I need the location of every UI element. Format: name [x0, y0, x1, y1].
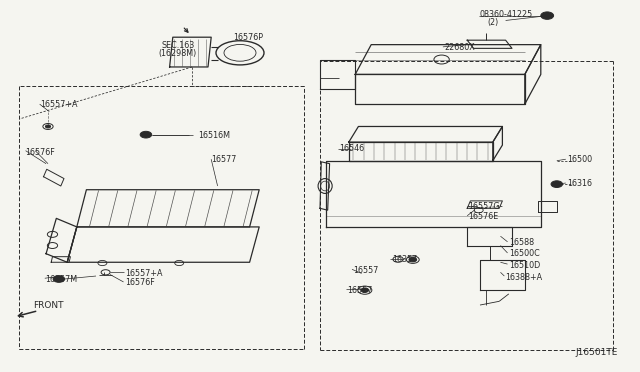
Circle shape — [140, 131, 152, 138]
Text: 16576F: 16576F — [26, 148, 55, 157]
Text: 16576E: 16576E — [468, 212, 499, 221]
Text: 16357M: 16357M — [45, 275, 77, 284]
Text: 16500C: 16500C — [509, 249, 540, 258]
Text: 16357: 16357 — [392, 255, 417, 264]
Text: 16557G: 16557G — [468, 202, 500, 211]
Text: 16576F: 16576F — [125, 278, 154, 287]
Text: 16557: 16557 — [347, 286, 372, 295]
Text: 16588: 16588 — [509, 238, 534, 247]
Text: 16557+A: 16557+A — [40, 100, 77, 109]
Text: 16577: 16577 — [211, 155, 237, 164]
Text: 08360-41225: 08360-41225 — [480, 10, 533, 19]
Circle shape — [53, 276, 65, 282]
Text: 16388+A: 16388+A — [506, 273, 543, 282]
Circle shape — [541, 12, 554, 19]
Text: J16501TE: J16501TE — [575, 348, 618, 357]
Text: 16500: 16500 — [567, 155, 592, 164]
Text: 16316: 16316 — [567, 179, 592, 187]
Text: 16576P: 16576P — [234, 33, 264, 42]
Circle shape — [45, 125, 51, 128]
Text: SEC.163: SEC.163 — [161, 41, 195, 50]
Circle shape — [551, 181, 563, 187]
Text: 16557: 16557 — [353, 266, 379, 275]
Text: 16510D: 16510D — [509, 261, 541, 270]
Circle shape — [409, 257, 417, 262]
Circle shape — [361, 288, 369, 292]
Text: 16546: 16546 — [339, 144, 364, 153]
Text: 22680X: 22680X — [444, 43, 475, 52]
Text: 16516M: 16516M — [198, 131, 230, 140]
Text: 16557+A: 16557+A — [125, 269, 163, 278]
Text: FRONT: FRONT — [33, 301, 64, 310]
Text: (2): (2) — [488, 18, 499, 27]
Text: (16298M): (16298M) — [159, 49, 197, 58]
